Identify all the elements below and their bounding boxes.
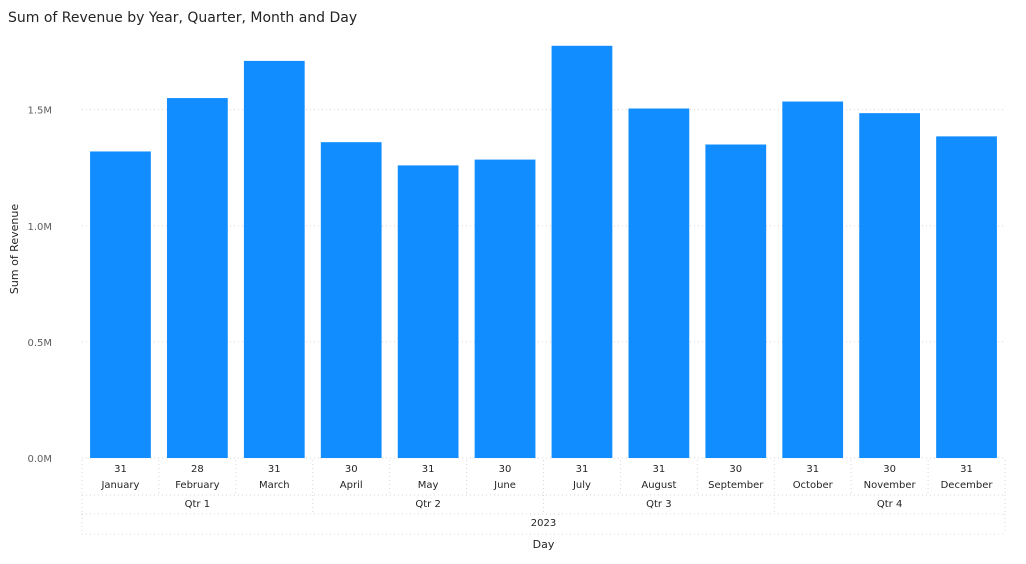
day-label: 31 (422, 464, 435, 475)
month-label: May (418, 480, 439, 491)
day-label: 30 (345, 464, 358, 475)
bar-october (782, 101, 844, 459)
day-label: 30 (499, 464, 512, 475)
bar-january (90, 151, 151, 458)
y-tick-label: 1.0M (27, 222, 52, 233)
bar-july (551, 45, 613, 459)
month-label: June (493, 480, 516, 491)
day-label: 31 (960, 464, 973, 475)
day-label: 28 (191, 464, 204, 475)
month-label: October (793, 480, 834, 491)
month-label: April (340, 480, 363, 491)
day-label: 31 (114, 464, 127, 475)
year-label: 2023 (531, 518, 556, 529)
bar-november (859, 113, 921, 459)
day-label: 30 (883, 464, 896, 475)
y-tick-label: 0.5M (27, 338, 52, 349)
bar-march (243, 60, 305, 459)
quarter-label: Qtr 1 (185, 499, 210, 510)
bar-april (320, 142, 382, 458)
chart-title: Sum of Revenue by Year, Quarter, Month a… (8, 10, 358, 26)
bar-june (474, 159, 536, 458)
quarter-label: Qtr 2 (415, 499, 440, 510)
month-label: March (259, 480, 289, 491)
month-label: September (708, 480, 764, 491)
month-label: August (641, 480, 676, 491)
day-label: 31 (653, 464, 666, 475)
day-label: 31 (268, 464, 281, 475)
month-label: December (941, 480, 994, 491)
quarter-label: Qtr 4 (877, 499, 902, 510)
bar-february (166, 98, 228, 459)
y-tick-label: 1.5M (27, 106, 52, 117)
bar-august (628, 108, 690, 458)
month-label: January (100, 480, 139, 491)
quarter-label: Qtr 3 (646, 499, 671, 510)
bar-september (705, 144, 767, 458)
day-label: 30 (729, 464, 742, 475)
bar-december (936, 136, 997, 458)
y-tick-label: 0.0M (27, 454, 52, 465)
y-axis-title: Sum of Revenue (8, 204, 21, 294)
month-label: November (864, 480, 917, 491)
month-label: February (175, 480, 219, 491)
bar-may (397, 165, 459, 458)
day-label: 31 (576, 464, 589, 475)
x-axis-title: Day (533, 538, 555, 551)
day-label: 31 (806, 464, 819, 475)
month-label: July (572, 480, 591, 491)
